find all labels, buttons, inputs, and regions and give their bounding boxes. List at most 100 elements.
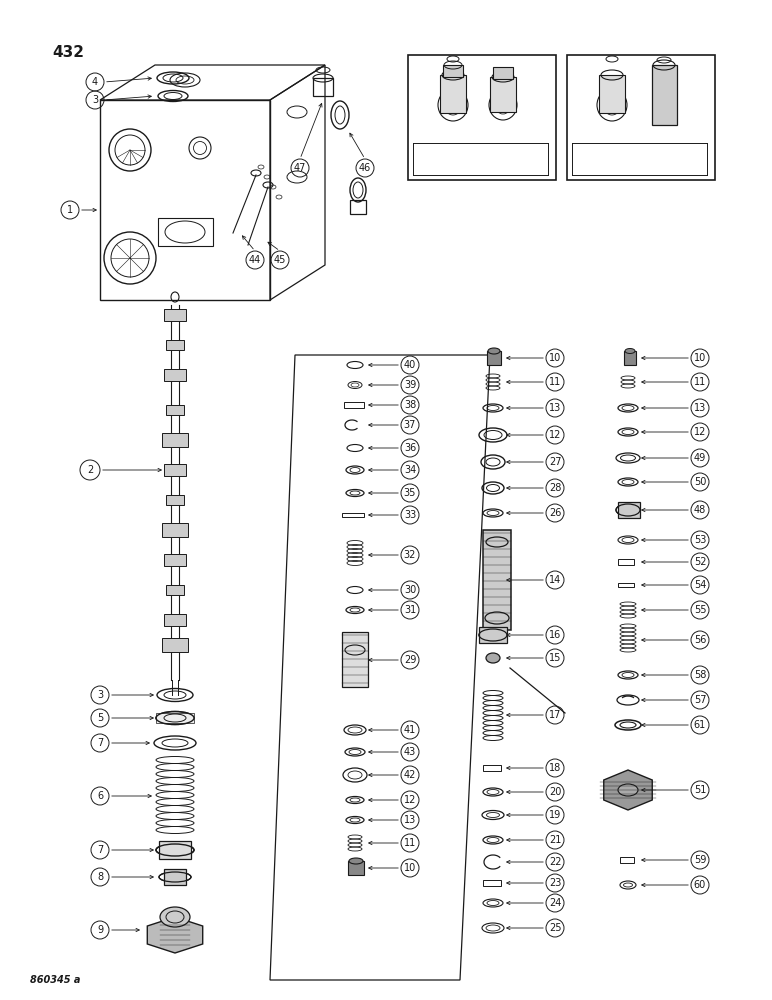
Text: 8: 8 bbox=[97, 872, 103, 882]
Bar bbox=[440, 75, 466, 113]
Text: 20: 20 bbox=[549, 787, 561, 797]
Text: 53: 53 bbox=[694, 535, 706, 545]
Text: 13: 13 bbox=[694, 403, 706, 413]
Text: 11: 11 bbox=[549, 377, 561, 387]
Ellipse shape bbox=[618, 784, 638, 796]
Text: 7: 7 bbox=[96, 845, 103, 855]
Text: 39: 39 bbox=[404, 380, 416, 390]
Bar bbox=[624, 351, 636, 365]
Bar bbox=[350, 200, 366, 214]
Text: 41: 41 bbox=[404, 725, 416, 735]
Bar bbox=[348, 861, 364, 875]
Text: 2: 2 bbox=[87, 465, 93, 475]
Text: 13: 13 bbox=[404, 815, 416, 825]
Text: 23: 23 bbox=[549, 878, 561, 888]
Text: 28: 28 bbox=[549, 483, 561, 493]
Bar bbox=[164, 869, 186, 885]
Text: 59: 59 bbox=[694, 855, 706, 865]
Text: 43: 43 bbox=[404, 747, 416, 757]
Bar bbox=[618, 559, 634, 565]
Bar bbox=[490, 77, 516, 112]
Text: 30: 30 bbox=[404, 585, 416, 595]
Text: 12: 12 bbox=[549, 430, 561, 440]
Text: 29: 29 bbox=[404, 655, 416, 665]
Text: 32: 32 bbox=[404, 550, 416, 560]
Text: 42: 42 bbox=[404, 770, 416, 780]
Text: 10: 10 bbox=[404, 863, 416, 873]
Text: 12: 12 bbox=[404, 795, 416, 805]
Bar bbox=[164, 554, 186, 566]
Bar bbox=[443, 65, 463, 77]
Text: 3: 3 bbox=[92, 95, 98, 105]
Text: 54: 54 bbox=[694, 580, 706, 590]
Ellipse shape bbox=[160, 907, 190, 927]
Text: 56: 56 bbox=[694, 635, 706, 645]
Bar bbox=[166, 495, 184, 505]
Bar bbox=[618, 502, 640, 518]
Text: 60: 60 bbox=[694, 880, 706, 890]
Bar bbox=[342, 513, 364, 517]
Text: 36: 36 bbox=[404, 443, 416, 453]
Bar bbox=[599, 75, 625, 113]
Bar bbox=[493, 67, 513, 79]
Text: 7: 7 bbox=[96, 738, 103, 748]
Text: 11: 11 bbox=[404, 838, 416, 848]
Text: 31: 31 bbox=[404, 605, 416, 615]
Text: 26: 26 bbox=[549, 508, 561, 518]
Text: 19: 19 bbox=[549, 810, 561, 820]
Text: 18: 18 bbox=[549, 763, 561, 773]
Text: 50: 50 bbox=[694, 477, 706, 487]
Bar bbox=[159, 841, 191, 859]
Text: 27: 27 bbox=[549, 457, 561, 467]
Text: 21: 21 bbox=[549, 835, 561, 845]
Bar bbox=[166, 585, 184, 595]
Bar bbox=[483, 765, 501, 771]
Bar bbox=[164, 464, 186, 476]
Text: 46: 46 bbox=[359, 163, 371, 173]
Text: 44: 44 bbox=[249, 255, 261, 265]
Bar bbox=[487, 351, 501, 365]
Text: 860345 a: 860345 a bbox=[30, 975, 80, 985]
Text: 45: 45 bbox=[274, 255, 286, 265]
Bar bbox=[483, 880, 501, 886]
Text: 57: 57 bbox=[694, 695, 706, 705]
Bar bbox=[166, 405, 184, 415]
Text: 33: 33 bbox=[404, 510, 416, 520]
Text: 49: 49 bbox=[694, 453, 706, 463]
Text: 24: 24 bbox=[549, 898, 561, 908]
Text: 14: 14 bbox=[549, 575, 561, 585]
Text: 11: 11 bbox=[694, 377, 706, 387]
Bar bbox=[162, 638, 188, 652]
Text: 6: 6 bbox=[97, 791, 103, 801]
Text: 58: 58 bbox=[694, 670, 706, 680]
Text: 51: 51 bbox=[694, 785, 706, 795]
Text: 48: 48 bbox=[694, 505, 706, 515]
Text: 4: 4 bbox=[92, 77, 98, 87]
Text: 55: 55 bbox=[694, 605, 706, 615]
Text: 15: 15 bbox=[549, 653, 561, 663]
Bar bbox=[408, 55, 556, 180]
Text: 52: 52 bbox=[694, 557, 706, 567]
Bar bbox=[344, 402, 364, 408]
Text: 9: 9 bbox=[97, 925, 103, 935]
Text: 25: 25 bbox=[549, 923, 561, 933]
Bar bbox=[483, 530, 511, 630]
Polygon shape bbox=[147, 917, 203, 953]
Bar bbox=[162, 433, 188, 447]
Text: 40: 40 bbox=[404, 360, 416, 370]
Text: 12: 12 bbox=[694, 427, 706, 437]
Text: 1: 1 bbox=[67, 205, 73, 215]
Text: 16: 16 bbox=[549, 630, 561, 640]
Text: 432: 432 bbox=[52, 45, 84, 60]
Polygon shape bbox=[604, 770, 652, 810]
Bar bbox=[166, 340, 184, 350]
Ellipse shape bbox=[349, 858, 363, 864]
Bar bbox=[158, 218, 213, 246]
Text: 37: 37 bbox=[404, 420, 416, 430]
Bar bbox=[618, 583, 634, 587]
Text: 13: 13 bbox=[549, 403, 561, 413]
Text: 38: 38 bbox=[404, 400, 416, 410]
Text: 35: 35 bbox=[404, 488, 416, 498]
Text: 47: 47 bbox=[294, 163, 306, 173]
Text: 10: 10 bbox=[694, 353, 706, 363]
